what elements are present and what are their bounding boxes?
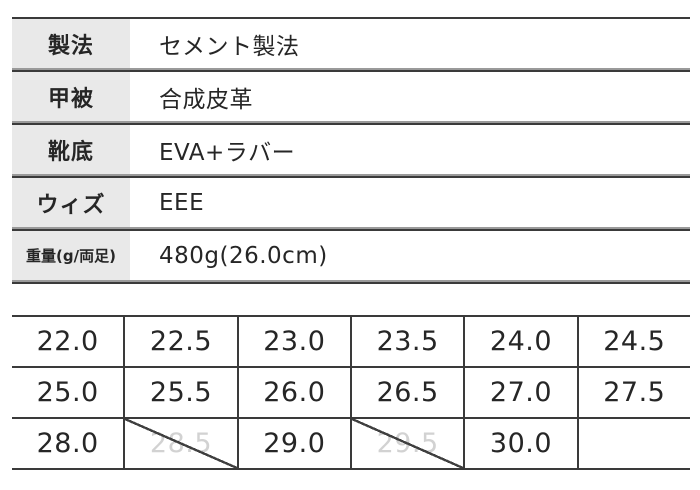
spec-value-sole: EVA+ラバー	[159, 139, 296, 166]
spec-row-method: 製法 セメント製法	[12, 19, 690, 68]
row-separator	[12, 174, 690, 178]
spec-label-upper: 甲被	[12, 72, 130, 121]
spec-value-upper: 合成皮革	[159, 86, 253, 113]
size-cell: 23.0	[239, 317, 352, 366]
size-cell: 22.0	[12, 317, 126, 366]
spec-value-width: EEE	[159, 189, 205, 216]
row-separator	[12, 121, 690, 125]
size-row-3: 28.0 28.5 29.0 29.5 30.0	[12, 419, 690, 470]
spec-row-weight: 重量(g/両足) 480g(26.0cm)	[12, 231, 690, 280]
spec-table: 製法 セメント製法 甲被 合成皮革 靴底 EVA+ラバー ウィズ EEE 重量(…	[12, 17, 690, 284]
table-bottom-rule	[12, 280, 690, 284]
size-cell: 23.5	[352, 317, 466, 366]
size-cell: 26.5	[352, 368, 466, 417]
row-separator	[12, 227, 690, 231]
size-cell: 28.0	[12, 419, 126, 468]
spec-label-width: ウィズ	[12, 178, 130, 227]
size-cell-unavailable: 28.5	[125, 419, 239, 468]
spec-label-method: 製法	[12, 19, 130, 68]
spec-label-sole: 靴底	[12, 125, 130, 174]
size-cell: 24.0	[465, 317, 579, 366]
size-cell: 26.0	[239, 368, 352, 417]
spec-value-method: セメント製法	[159, 33, 300, 60]
size-cell-empty	[579, 419, 690, 468]
size-cell-value: 29.5	[376, 428, 439, 459]
spec-row-upper: 甲被 合成皮革	[12, 72, 690, 121]
spec-row-width: ウィズ EEE	[12, 178, 690, 227]
size-cell: 27.0	[465, 368, 579, 417]
table-top-rule	[12, 17, 690, 19]
size-cell: 24.5	[603, 326, 666, 357]
size-cell: 27.5	[603, 377, 666, 408]
size-cell: 22.5	[125, 317, 239, 366]
size-cell: 30.0	[465, 419, 579, 468]
size-cell-unavailable: 29.5	[351, 419, 466, 468]
size-row-1: 22.0 22.5 23.0 23.5 24.0 24.5	[12, 317, 690, 368]
spec-value-weight: 480g(26.0cm)	[159, 242, 328, 269]
size-cell-value: 28.5	[149, 428, 213, 459]
size-row-2: 25.0 25.5 26.0 26.5 27.0 27.5	[12, 368, 690, 419]
size-table: 22.0 22.5 23.0 23.5 24.0 24.5 25.0 25.5 …	[12, 315, 690, 470]
spec-label-weight: 重量(g/両足)	[12, 231, 130, 280]
size-cell: 25.0	[12, 368, 126, 417]
spec-row-sole: 靴底 EVA+ラバー	[12, 125, 690, 174]
size-cell: 29.0	[239, 419, 352, 468]
row-separator	[12, 68, 690, 72]
size-cell: 25.5	[125, 368, 239, 417]
